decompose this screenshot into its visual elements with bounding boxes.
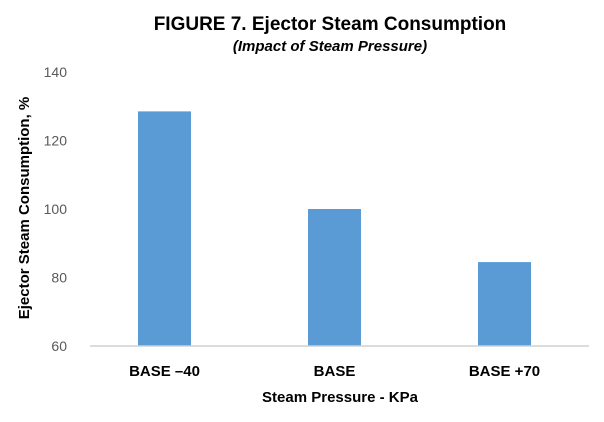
chart-subtitle: (Impact of Steam Pressure)	[233, 38, 427, 55]
chart-title: FIGURE 7. Ejector Steam Consumption	[154, 14, 507, 35]
bar	[138, 111, 191, 346]
x-tick-label: BASE –40	[129, 363, 200, 380]
y-tick-label: 100	[44, 201, 68, 217]
y-tick-label: 140	[44, 64, 68, 80]
y-tick-label: 60	[51, 338, 67, 354]
x-tick-label: BASE +70	[469, 363, 540, 380]
x-axis-label: Steam Pressure - KPa	[262, 389, 419, 406]
y-tick-label: 80	[51, 270, 67, 286]
x-tick-label: BASE	[314, 363, 356, 380]
y-axis-label: Ejector Steam Consumption, %	[16, 97, 33, 320]
bar	[308, 209, 361, 346]
y-tick-label: 120	[44, 133, 68, 149]
bar	[478, 262, 531, 346]
